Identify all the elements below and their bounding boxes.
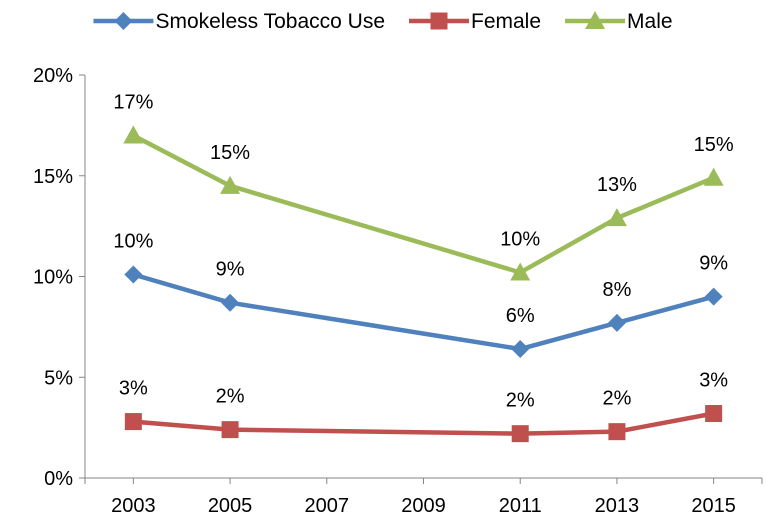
series-line-1 [133, 411, 715, 436]
series-1-point [511, 425, 529, 443]
x-axis-ticks: 2003 2005 2007 2009 2011 2013 2015 [84, 478, 763, 517]
axes [84, 75, 762, 479]
series-2-point [510, 262, 531, 281]
x-tick-label: 2009 [401, 495, 446, 517]
series-2-point [220, 175, 241, 194]
data-label: 6% [506, 305, 535, 327]
data-label: 3% [699, 370, 728, 392]
series-0-point [511, 340, 530, 359]
series-2-point [703, 167, 724, 186]
x-tick-label: 2007 [305, 495, 350, 517]
series-1-point [705, 405, 723, 423]
series-2-point [123, 125, 144, 144]
y-axis-ticks: 0% 5% 10% 15% 20% [33, 65, 85, 490]
data-label: 17% [113, 91, 153, 113]
data-label: 9% [699, 253, 728, 275]
legend-label: Male [627, 10, 673, 33]
x-tick-label: 2005 [208, 495, 253, 517]
series-0-point [124, 265, 143, 284]
data-label: 2% [506, 390, 535, 412]
data-label: 2% [602, 388, 631, 410]
x-tick-label: 2015 [691, 495, 736, 517]
legend: Smokeless Tobacco Use Female Male [93, 10, 673, 33]
legend-swatch-marker [430, 12, 448, 30]
series-group [123, 125, 724, 443]
series-0-point [704, 287, 723, 306]
data-label: 9% [216, 259, 245, 281]
data-label: 15% [210, 142, 250, 164]
legend-label: Smokeless Tobacco Use [155, 10, 385, 33]
x-tick-label: 2011 [499, 495, 542, 517]
data-label: 15% [694, 134, 734, 156]
x-tick-label: 2003 [111, 495, 156, 517]
data-label: 2% [216, 386, 245, 408]
series-1-point [221, 421, 239, 439]
legend-swatch-marker [114, 12, 133, 30]
series-1-point [608, 423, 626, 441]
series-0-point [607, 313, 626, 332]
data-label: 3% [119, 378, 148, 400]
y-tick-label: 10% [33, 267, 73, 289]
data-label: 10% [113, 230, 153, 252]
x-tick-label: 2013 [595, 495, 640, 517]
data-label: 13% [597, 174, 637, 196]
series-1-point [124, 413, 142, 431]
legend-label: Female [471, 10, 541, 33]
y-tick-label: 15% [33, 166, 73, 188]
legend-swatch-marker [585, 11, 606, 29]
y-tick-label: 20% [33, 65, 73, 87]
y-tick-label: 5% [44, 367, 73, 389]
y-tick-label: 0% [44, 468, 73, 490]
data-label: 8% [602, 279, 631, 301]
data-label: 10% [500, 228, 540, 250]
series-2-point [606, 208, 627, 227]
series-0-point [221, 293, 240, 312]
data-labels: 10% 9% 6% 8% 9% 3% 2% 2% 2% 3% 17% 15% 10% 13% 15% [113, 91, 734, 411]
